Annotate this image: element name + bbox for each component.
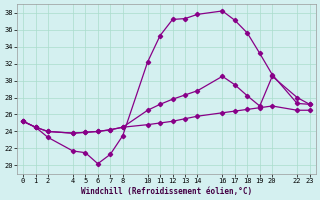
- X-axis label: Windchill (Refroidissement éolien,°C): Windchill (Refroidissement éolien,°C): [81, 187, 252, 196]
